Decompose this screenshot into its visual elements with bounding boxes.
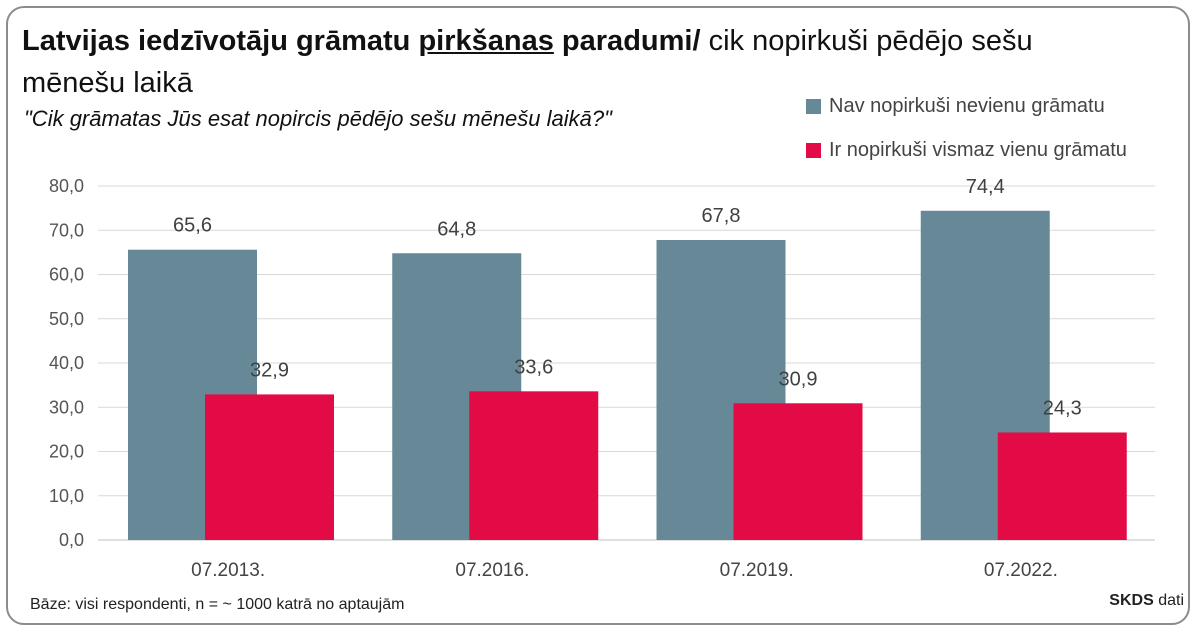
title-bold-part-1: Latvijas iedzīvotāju grāmatu	[22, 25, 419, 57]
y-tick-label: 10,0	[49, 486, 84, 506]
bar-at-least-one	[205, 394, 334, 540]
y-tick-label: 70,0	[49, 220, 84, 240]
y-tick-label: 0,0	[59, 530, 84, 550]
bar-at-least-one	[997, 432, 1127, 540]
legend-label-none: Nav nopirkuši nevienu grāmatu	[829, 94, 1105, 117]
legend: Nav nopirkuši nevienu grāmatu Ir nopirku…	[806, 94, 1127, 182]
y-tick-label: 60,0	[49, 265, 84, 285]
x-tick-label: 07.2019.	[720, 560, 794, 581]
bar-at-least-one	[733, 403, 863, 540]
x-tick-label: 07.2013.	[191, 560, 265, 581]
data-label-none: 67,8	[702, 205, 741, 227]
x-tick-label: 07.2016.	[455, 560, 529, 581]
data-label-none: 74,4	[966, 176, 1005, 198]
title-bold-part-2: paradumi/	[553, 25, 701, 57]
source-rest: dati	[1158, 592, 1184, 609]
legend-item-none: Nav nopirkuši nevienu grāmatu	[806, 94, 1127, 118]
y-tick-label: 80,0	[49, 176, 84, 196]
footnote: Bāze: visi respondenti, n = ~ 1000 katrā…	[30, 596, 405, 613]
chart-subtitle: "Cik grāmatas Jūs esat nopircis pēdējo s…	[24, 106, 612, 131]
legend-swatch-at-least-one	[806, 142, 821, 158]
data-label-at-least-one: 24,3	[1043, 397, 1082, 419]
legend-swatch-none	[806, 98, 821, 114]
title-normal-part: cik nopirkuši pēdējo sešu mēnešu laikā	[22, 25, 1033, 99]
source-note: SKDS dati	[1109, 592, 1184, 610]
title-underlined-word: pirkšanas	[418, 25, 554, 57]
y-tick-label: 20,0	[49, 442, 84, 462]
legend-item-at-least-one: Ir nopirkuši vismaz vienu grāmatu	[806, 138, 1127, 162]
source-bold: SKDS	[1109, 592, 1154, 609]
y-tick-label: 40,0	[49, 353, 84, 373]
data-label-none: 64,8	[437, 218, 476, 240]
legend-label-at-least-one: Ir nopirkuši vismaz vienu grāmatu	[829, 138, 1127, 161]
y-tick-label: 50,0	[49, 309, 84, 329]
data-label-at-least-one: 30,9	[779, 368, 818, 390]
y-tick-label: 30,0	[49, 397, 84, 417]
bar-at-least-one	[469, 391, 599, 540]
x-tick-label: 07.2022.	[984, 560, 1058, 581]
data-label-at-least-one: 32,9	[250, 359, 289, 381]
data-label-at-least-one: 33,6	[514, 356, 553, 378]
data-label-none: 65,6	[173, 215, 212, 237]
chart-title: Latvijas iedzīvotāju grāmatu pirkšanas p…	[22, 20, 1142, 104]
